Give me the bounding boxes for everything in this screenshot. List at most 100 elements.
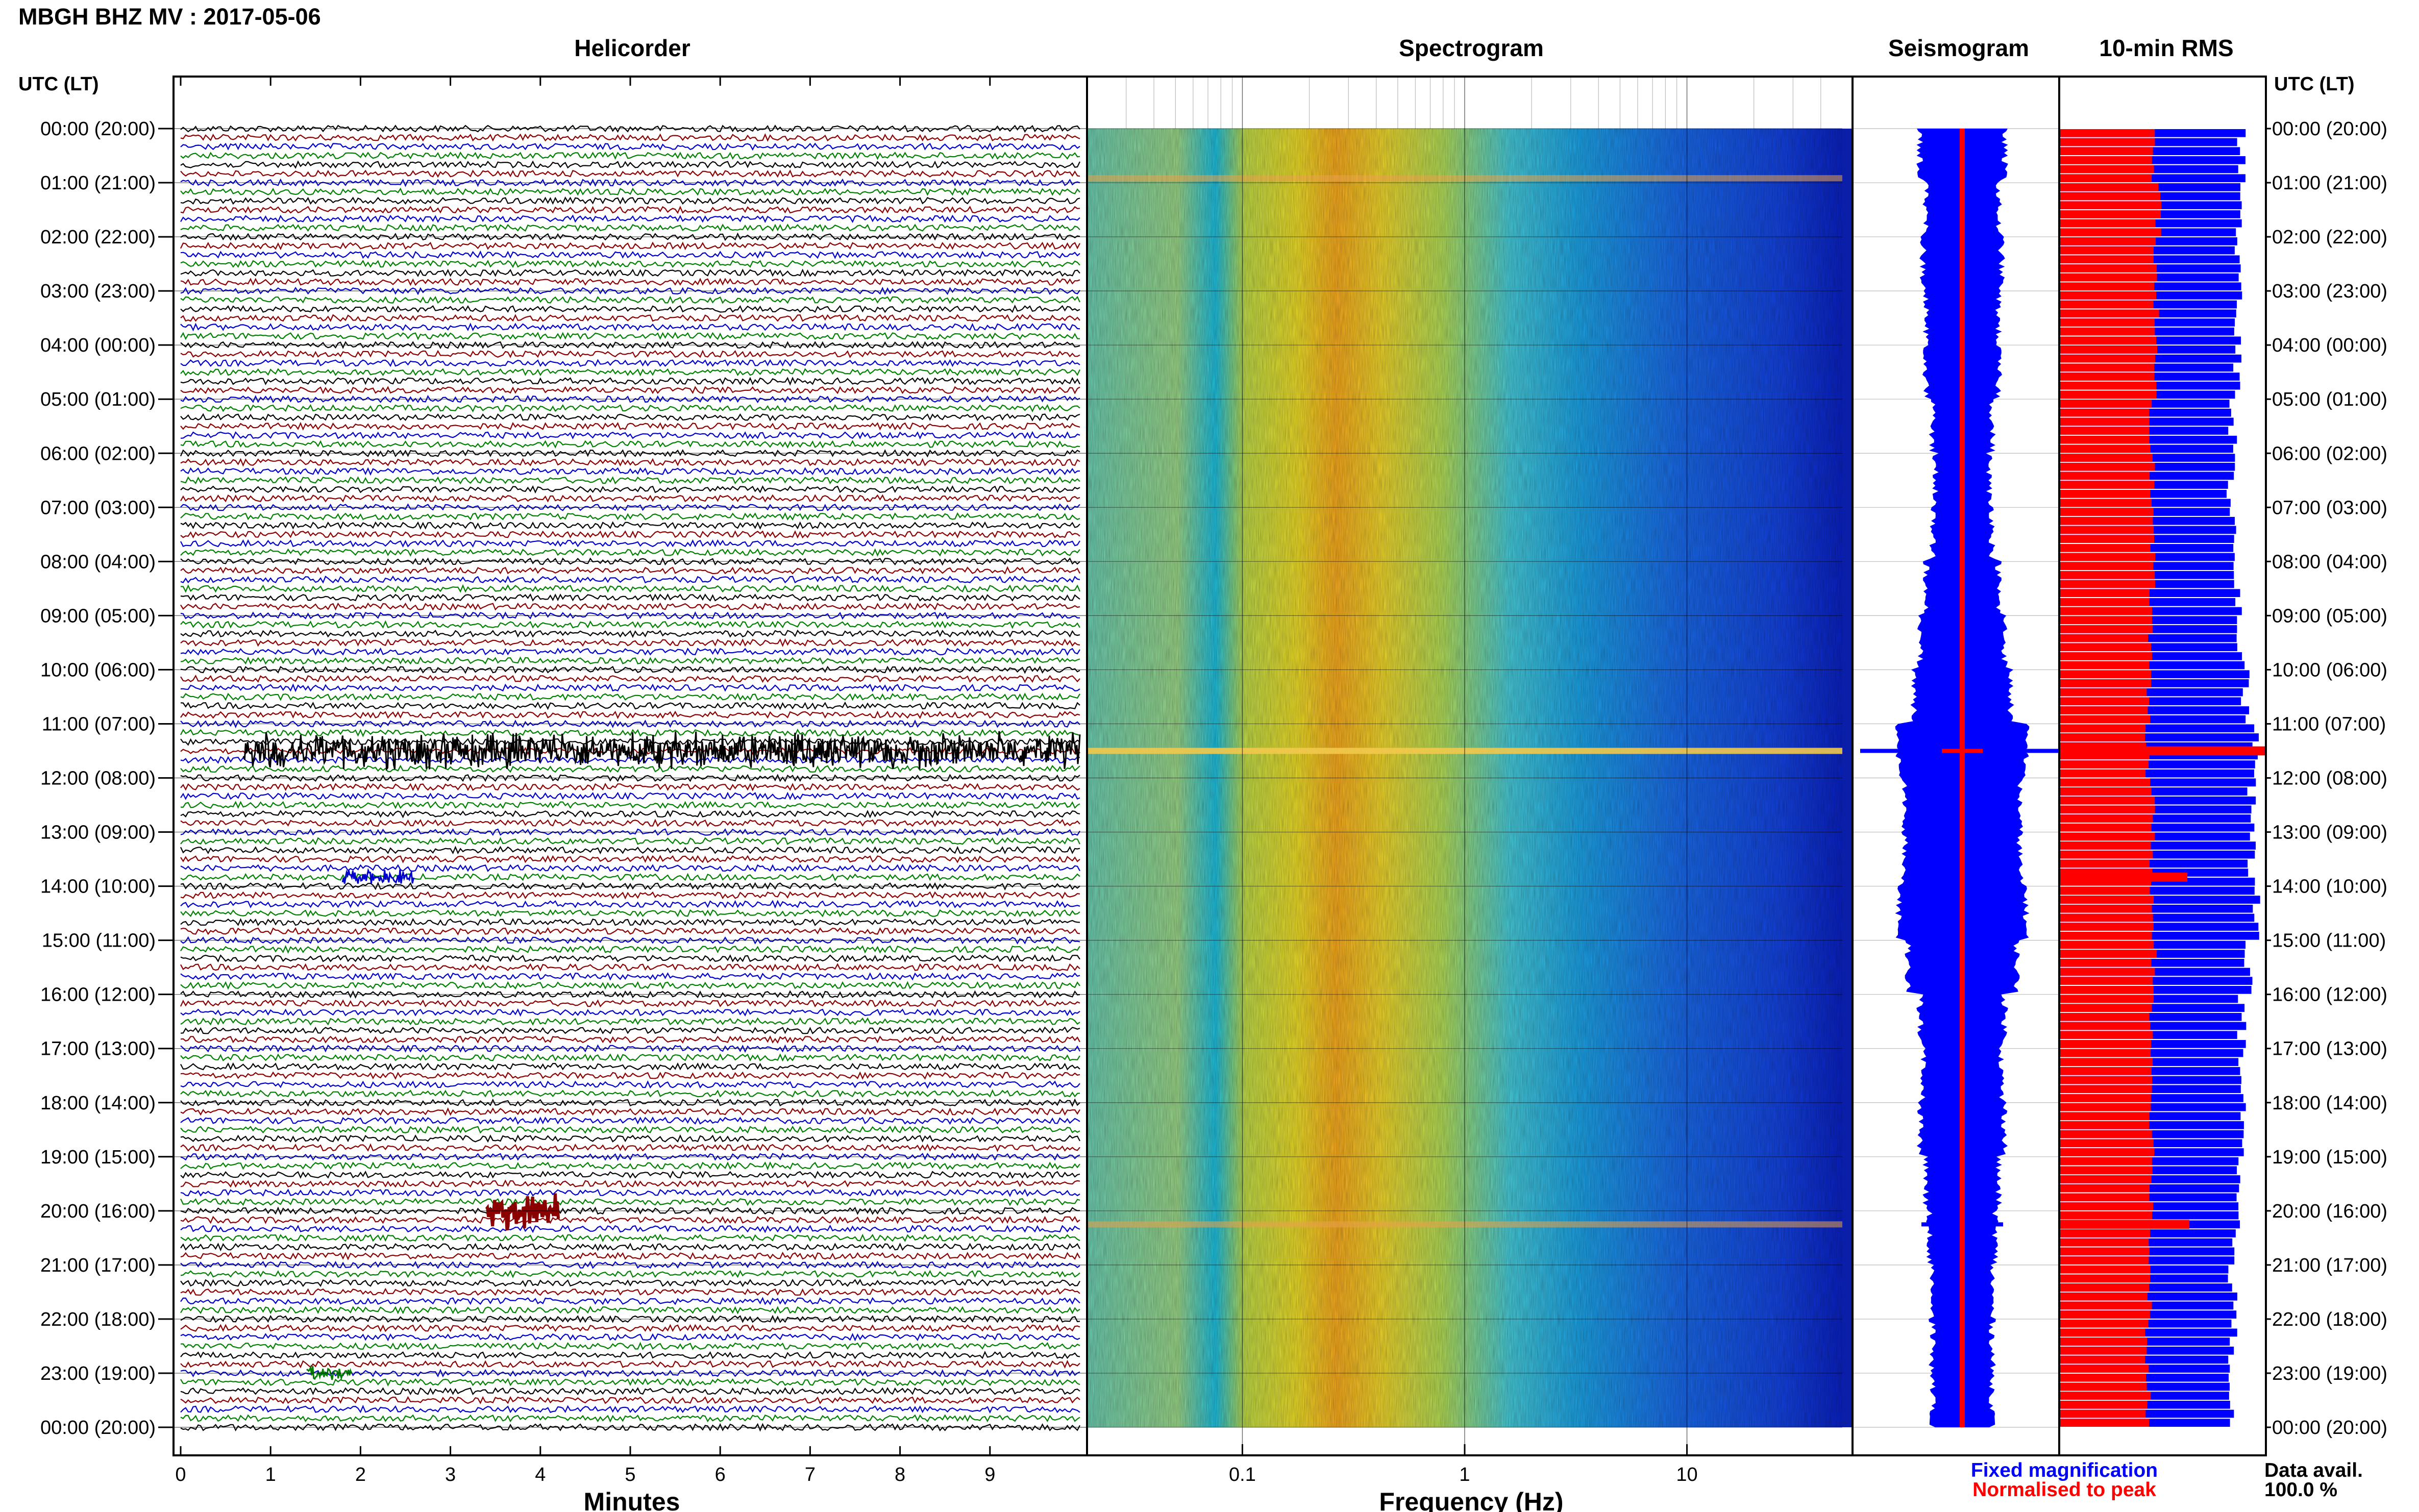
helicorder-trace	[180, 1143, 1080, 1152]
helicorder-trace	[180, 260, 1080, 268]
rms-bar-normalised	[2059, 210, 2161, 218]
time-label-left: 12:00 (08:00)	[40, 768, 156, 789]
helicorder-trace	[180, 467, 1080, 476]
rms-bar-normalised	[2059, 1184, 2150, 1193]
helicorder-title: Helicorder	[574, 35, 690, 61]
rms-bar-normalised	[2059, 1310, 2150, 1319]
rms-bar-normalised	[2059, 670, 2152, 679]
helicorder-trace	[180, 422, 1080, 431]
time-label-right: 11:00 (07:00)	[2272, 713, 2386, 735]
rms-bar-normalised	[2059, 1256, 2149, 1265]
frequency-tick-label: 10	[1676, 1464, 1697, 1485]
rms-panel	[2058, 76, 2267, 1456]
minutes-tick-label: 0	[175, 1464, 186, 1485]
helicorder-trace	[180, 710, 1080, 720]
rms-bar-normalised	[2059, 444, 2151, 453]
rms-bar-normalised	[2059, 706, 2148, 714]
time-label-right: 09:00 (05:00)	[2272, 605, 2387, 627]
helicorder-trace	[180, 1224, 1080, 1233]
rms-bar-normalised	[2059, 219, 2156, 228]
rms-bar-normalised	[2059, 580, 2155, 588]
time-label-left: 23:00 (19:00)	[40, 1363, 156, 1384]
rms-bar-normalised	[2059, 643, 2152, 652]
rms-bar-normalised	[2059, 886, 2150, 895]
time-label-left: 11:00 (07:00)	[42, 713, 156, 735]
rms-bar-normalised	[2059, 589, 2150, 598]
helicorder-trace	[180, 1387, 1080, 1396]
helicorder-trace	[180, 791, 1080, 800]
rms-bar-normalised	[2059, 174, 2152, 183]
rms-bar-normalised	[2059, 508, 2154, 516]
time-label-right: 17:00 (13:00)	[2272, 1038, 2387, 1060]
time-label-left: 21:00 (17:00)	[40, 1255, 156, 1276]
rms-bar-normalised	[2059, 598, 2150, 606]
rms-bar-normalised	[2059, 634, 2149, 642]
rms-bar-normalised	[2059, 336, 2157, 345]
helicorder-trace	[180, 665, 1080, 674]
rms-spike	[2059, 1220, 2190, 1229]
helicorder-trace	[180, 323, 1080, 332]
rms-bar-normalised	[2059, 363, 2155, 372]
helicorder-trace	[180, 1350, 1080, 1359]
time-label-right: 13:00 (09:00)	[2272, 822, 2387, 844]
seismogram-normalised-spike	[1942, 749, 1983, 753]
helicorder-trace	[180, 1062, 1080, 1071]
helicorder-trace	[180, 1251, 1080, 1260]
rms-bar-normalised	[2059, 1238, 2149, 1247]
rms-bar-normalised	[2059, 968, 2155, 976]
rms-bar-normalised	[2059, 1058, 2153, 1067]
helicorder-trace	[180, 1287, 1080, 1296]
helicorder-trace	[180, 782, 1080, 791]
rms-bar-normalised	[2059, 733, 2145, 741]
rms-bar-normalised	[2059, 472, 2150, 480]
helicorder-trace	[180, 990, 1080, 999]
helicorder-trace	[180, 476, 1080, 485]
time-label-left: 18:00 (14:00)	[40, 1093, 156, 1114]
time-label-right: 10:00 (06:00)	[2272, 659, 2387, 681]
rms-bar-normalised	[2059, 499, 2152, 507]
helicorder-trace	[180, 431, 1080, 440]
legend-normalised-to-peak: Normalised to peak	[1972, 1479, 2156, 1501]
time-label-left: 22:00 (18:00)	[40, 1309, 156, 1330]
helicorder-trace	[180, 846, 1080, 855]
time-label-right: 16:00 (12:00)	[2272, 984, 2387, 1006]
time-label-right: 20:00 (16:00)	[2272, 1201, 2387, 1222]
helicorder-trace	[180, 1179, 1080, 1188]
helicorder-trace	[180, 521, 1080, 530]
helicorder-trace	[180, 963, 1080, 972]
rms-bar-normalised	[2059, 1365, 2149, 1373]
helicorder-trace	[180, 350, 1080, 358]
helicorder-trace	[180, 1359, 1080, 1369]
rms-bar-normalised	[2059, 373, 2155, 381]
helicorder-trace	[180, 981, 1080, 990]
minutes-tick-label: 7	[805, 1464, 816, 1485]
rms-bar-normalised	[2059, 400, 2152, 408]
helicorder-trace	[180, 440, 1080, 449]
rms-bar-normalised	[2059, 760, 2149, 769]
helicorder-trace	[180, 1044, 1080, 1053]
rms-bar-normalised	[2059, 995, 2154, 1003]
time-label-left: 07:00 (03:00)	[40, 497, 156, 518]
time-label-right: 01:00 (21:00)	[2272, 172, 2387, 194]
helicorder-trace	[180, 241, 1080, 251]
time-label-left: 04:00 (00:00)	[40, 335, 156, 356]
rms-bar-normalised	[2059, 571, 2155, 579]
rms-bar-normalised	[2059, 652, 2152, 660]
helicorder-trace	[180, 602, 1080, 611]
minutes-tick-label: 4	[535, 1464, 546, 1485]
helicorder-trace	[180, 295, 1080, 304]
helicorder-trace	[180, 458, 1080, 467]
time-label-left: 19:00 (15:00)	[40, 1147, 156, 1168]
rms-bar-normalised	[2059, 1175, 2152, 1183]
helicorder-trace	[180, 837, 1080, 846]
time-label-left: 17:00 (13:00)	[40, 1038, 156, 1060]
rms-bar-normalised	[2059, 1265, 2151, 1274]
helicorder-trace	[180, 485, 1080, 494]
helicorder-trace	[180, 178, 1080, 187]
time-label-left: 01:00 (21:00)	[40, 172, 156, 194]
helicorder-trace	[180, 1071, 1080, 1080]
seismogram-title: Seismogram	[1888, 35, 2029, 61]
helicorder-trace	[180, 675, 1080, 683]
helicorder-trace	[180, 494, 1080, 503]
spectrogram-nyquist-edge	[1842, 129, 1853, 1427]
